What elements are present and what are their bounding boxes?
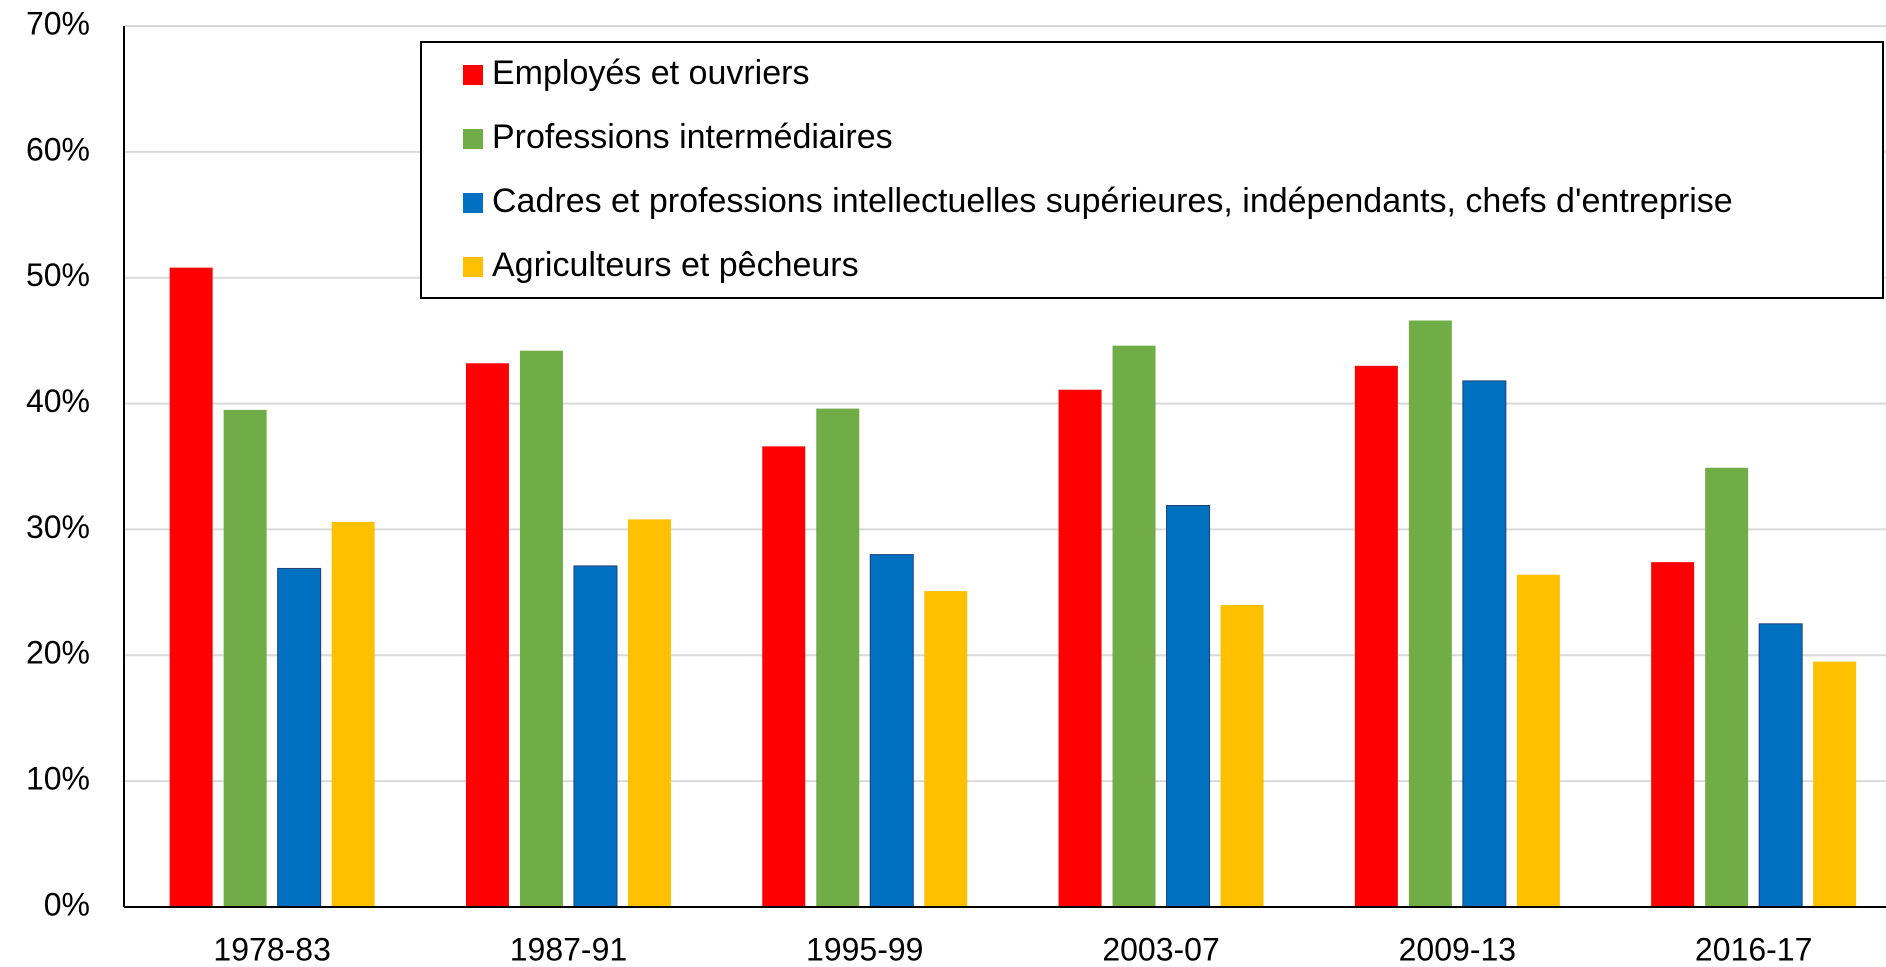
bar: [924, 591, 968, 907]
legend-swatch: [463, 257, 483, 277]
legend-swatch: [463, 193, 483, 213]
y-tick-label: 10%: [26, 761, 90, 797]
bar: [1166, 505, 1211, 908]
bar: [816, 408, 860, 907]
y-tick-label: 50%: [26, 257, 90, 293]
bar: [1516, 574, 1560, 907]
bar: [465, 363, 509, 908]
y-tick-label: 60%: [26, 131, 90, 167]
legend-label: Employés et ouvriers: [492, 54, 809, 92]
bar: [1758, 623, 1803, 908]
bar: [1462, 380, 1507, 908]
bar: [762, 446, 806, 907]
legend-swatch: [463, 65, 483, 85]
legend-swatch: [463, 129, 483, 149]
y-tick-label: 70%: [26, 5, 90, 41]
x-tick-label: 2016-17: [1695, 931, 1812, 967]
bar: [169, 267, 213, 907]
bar: [277, 567, 322, 908]
x-tick-label: 1995-99: [806, 931, 923, 967]
x-tick-label: 1978-83: [213, 931, 330, 967]
bar: [1112, 345, 1156, 908]
bar: [627, 519, 671, 907]
bar: [1220, 604, 1264, 907]
bar: [1705, 467, 1749, 907]
bar: [1651, 562, 1695, 907]
bar: [1408, 320, 1452, 907]
legend-box: [420, 41, 1884, 299]
x-tick-label: 2003-07: [1102, 931, 1219, 967]
bar: [573, 565, 618, 908]
y-tick-label: 20%: [26, 635, 90, 671]
legend-label: Professions intermédiaires: [492, 118, 893, 156]
y-tick-label: 40%: [26, 383, 90, 419]
bar: [331, 521, 375, 907]
y-tick-label: 0%: [44, 886, 90, 922]
bar: [1354, 365, 1398, 907]
x-tick-label: 1987-91: [510, 931, 627, 967]
bar: [1813, 661, 1857, 907]
bar: [869, 554, 914, 908]
bar: [1058, 389, 1102, 907]
bar: [223, 409, 267, 907]
legend-label: Cadres et professions intellectuelles su…: [492, 182, 1733, 220]
y-tick-label: 30%: [26, 509, 90, 545]
bar: [519, 350, 563, 907]
x-tick-label: 2009-13: [1399, 931, 1516, 967]
legend-label: Agriculteurs et pêcheurs: [492, 246, 859, 284]
